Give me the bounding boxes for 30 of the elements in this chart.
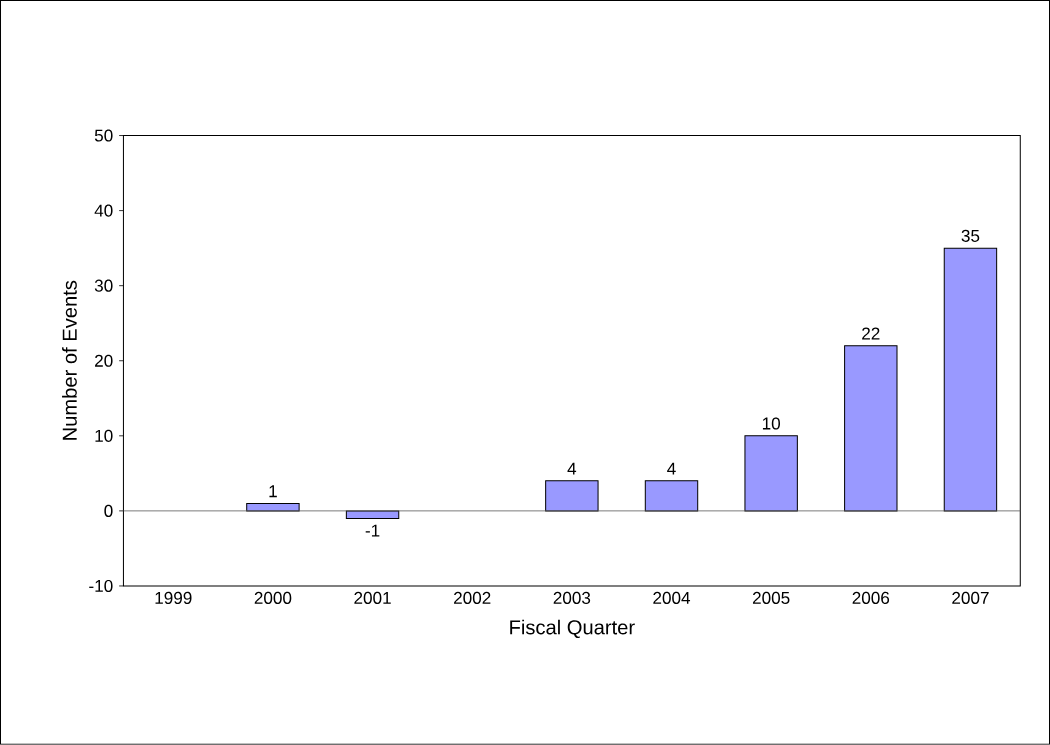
data-label: 35 (961, 229, 980, 243)
data-label: 22 (862, 327, 880, 340)
bar (844, 345, 898, 512)
x-tick-label: 2005 (752, 592, 790, 605)
y-tick-label: 40 (94, 204, 113, 217)
x-tick-label: 2003 (553, 592, 591, 605)
x-tick-label: 2002 (454, 592, 491, 605)
x-tick-label: 2001 (354, 592, 391, 605)
data-label: 4 (667, 462, 676, 475)
x-tick-label: 1999 (155, 592, 192, 605)
data-label: 10 (762, 417, 781, 430)
y-axis-title: Number of Events (62, 281, 77, 440)
x-tick-label: 2007 (952, 592, 989, 605)
y-tick-label: 0 (104, 504, 113, 518)
x-tick-label: 2004 (653, 592, 691, 605)
y-tick-label: 30 (94, 279, 113, 292)
bar (744, 435, 798, 512)
bar (943, 247, 998, 512)
data-label: -1 (365, 524, 380, 537)
y-tick-label: 50 (94, 129, 113, 142)
y-tick-label: 20 (95, 354, 113, 367)
data-label: 1 (269, 485, 277, 498)
x-tick-label: 2000 (254, 592, 292, 605)
bar (545, 480, 599, 512)
bar (644, 480, 699, 512)
x-axis-title: Fiscal Quarter (510, 619, 635, 639)
y-tick-label: -10 (89, 580, 113, 593)
x-tick-label: 2006 (852, 592, 890, 605)
data-label: 4 (567, 462, 577, 475)
y-tick-label: 10 (95, 429, 113, 443)
